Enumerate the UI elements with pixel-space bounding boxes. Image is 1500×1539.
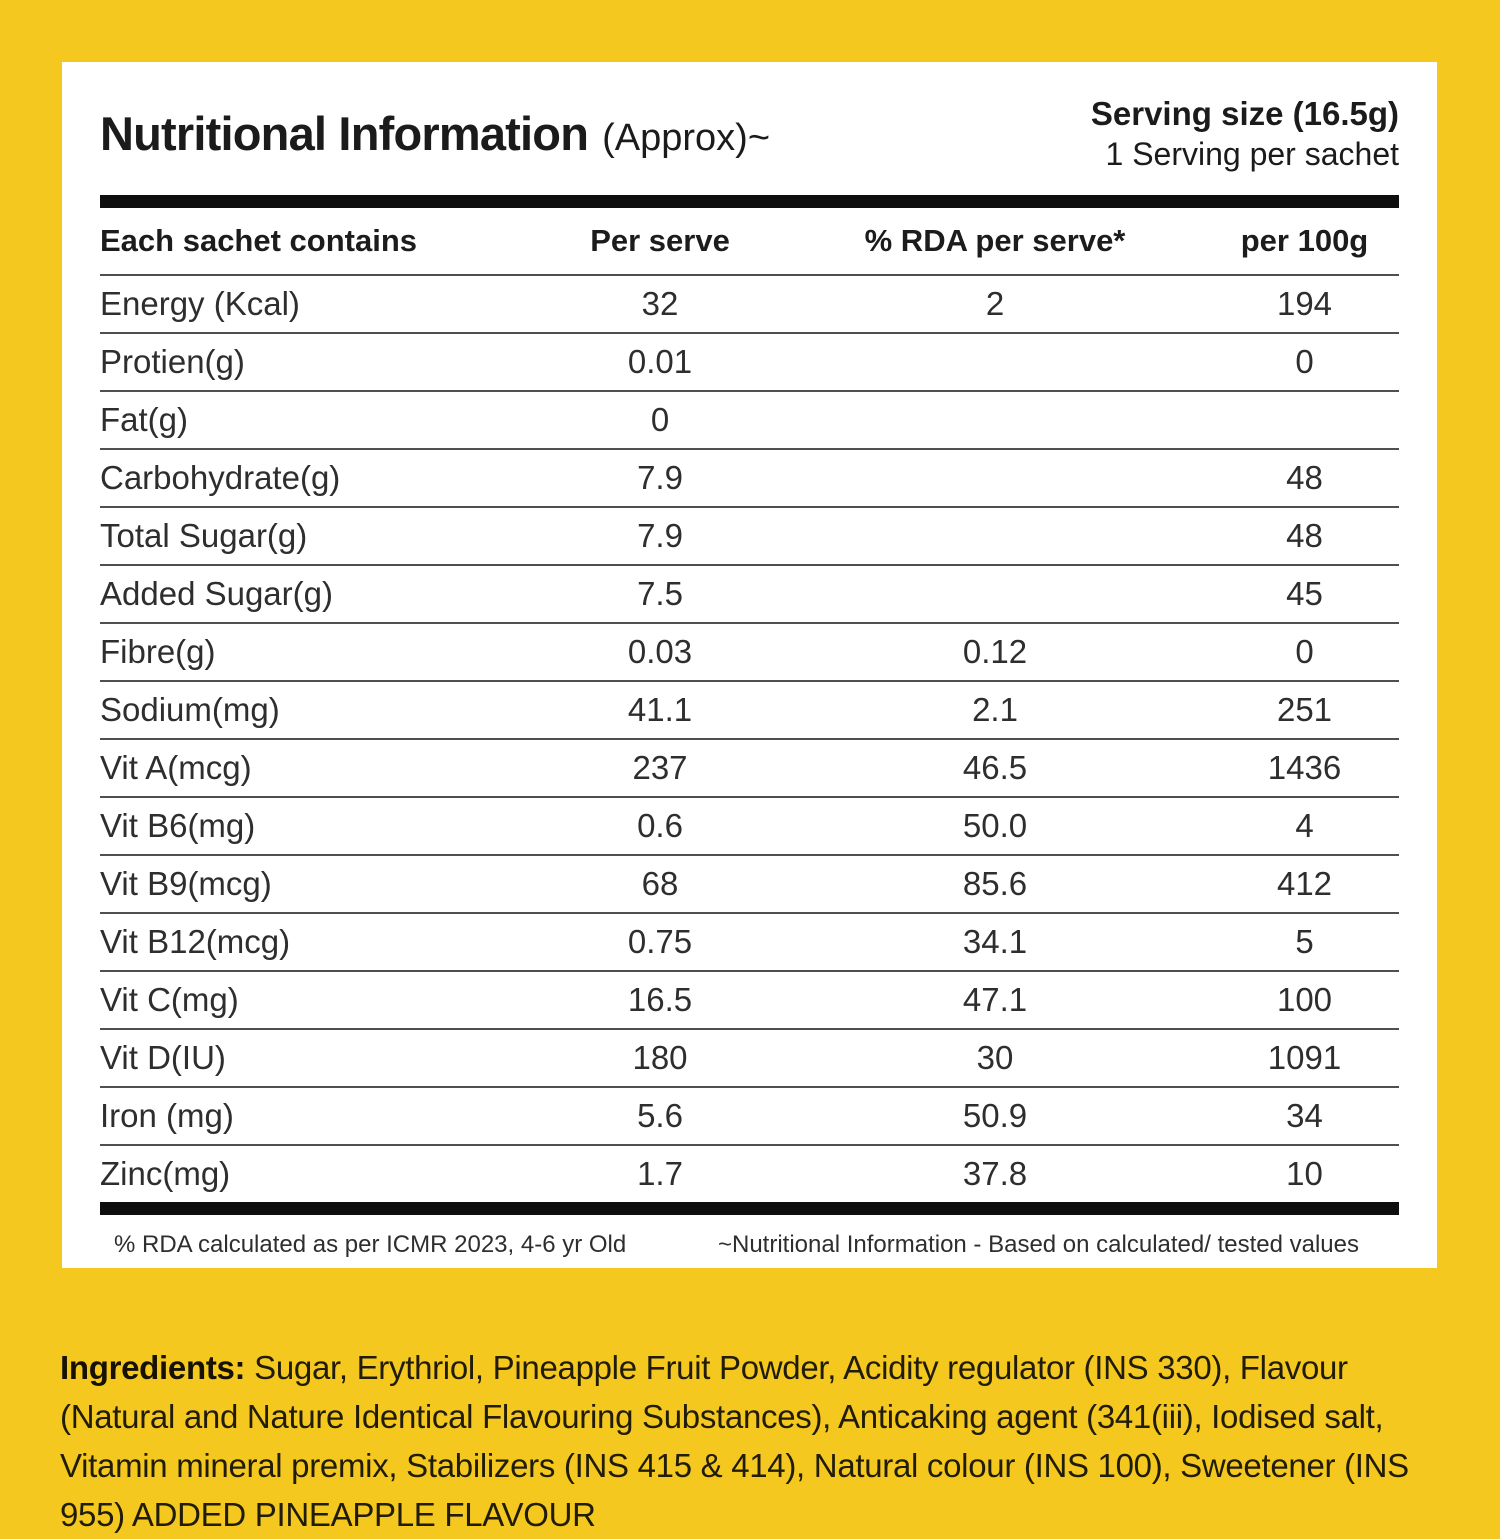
nutrient-name: Vit B6(mg) bbox=[100, 807, 256, 844]
nutrient-name: Iron (mg) bbox=[100, 1097, 234, 1134]
per-serve-value: 7.9 bbox=[637, 517, 683, 554]
ingredients-paragraph: Ingredients: Sugar, Erythriol, Pineapple… bbox=[60, 1343, 1460, 1539]
table-row: Carbohydrate(g) 7.9 48 bbox=[100, 448, 1399, 506]
table-row: Vit D(IU) 180 30 1091 bbox=[100, 1028, 1399, 1086]
per-serve-value: 237 bbox=[632, 749, 688, 786]
per-serve-value: 0.75 bbox=[627, 923, 693, 960]
per-100g-value: 100 bbox=[1276, 981, 1333, 1018]
per-serve-value: 16.5 bbox=[627, 981, 693, 1018]
per-100g-value: 1436 bbox=[1267, 749, 1342, 786]
per-serve-value: 0.6 bbox=[637, 807, 683, 844]
per-serve-value: 41.1 bbox=[627, 691, 693, 728]
per-serve-value: 32 bbox=[641, 285, 679, 322]
nutrient-name: Vit A(mcg) bbox=[100, 749, 252, 786]
per-serve-value: 7.5 bbox=[637, 575, 683, 612]
table-column-headers: Each sachet contains Per serve % RDA per… bbox=[100, 208, 1399, 274]
nutrient-name: Protien(g) bbox=[100, 343, 245, 380]
per-100g-value: 412 bbox=[1276, 865, 1333, 902]
per-serve-value: 0 bbox=[650, 401, 670, 438]
per-100g-value: 45 bbox=[1286, 575, 1323, 612]
rda-percent-value: 0.12 bbox=[962, 633, 1028, 670]
ingredients-label: Ingredients: bbox=[60, 1349, 246, 1386]
rda-percent-value: 50.9 bbox=[962, 1097, 1028, 1134]
per-100g-value: 34 bbox=[1286, 1097, 1323, 1134]
nutrition-label-card: Nutritional Information (Approx)~ Servin… bbox=[62, 62, 1437, 1268]
table-row: Energy (Kcal) 32 2 194 bbox=[100, 274, 1399, 332]
table-row: Vit C(mg) 16.5 47.1 100 bbox=[100, 970, 1399, 1028]
nutrient-name: Zinc(mg) bbox=[100, 1155, 231, 1192]
per-100g-value: 194 bbox=[1276, 285, 1333, 322]
rda-percent-value: 37.8 bbox=[962, 1155, 1028, 1192]
table-row: Vit B12(mcg) 0.75 34.1 5 bbox=[100, 912, 1399, 970]
table-row: Added Sugar(g) 7.5 45 bbox=[100, 564, 1399, 622]
per-100g-value: 4 bbox=[1295, 807, 1314, 844]
table-top-rule bbox=[100, 195, 1399, 208]
table-row: Iron (mg) 5.6 50.9 34 bbox=[100, 1086, 1399, 1144]
nutrient-name: Total Sugar(g) bbox=[100, 517, 308, 554]
rda-percent-value: 30 bbox=[976, 1039, 1014, 1076]
column-header-per-serve: Per serve bbox=[590, 223, 730, 258]
table-row: Vit B9(mcg) 68 85.6 412 bbox=[100, 854, 1399, 912]
table-row: Sodium(mg) 41.1 2.1 251 bbox=[100, 680, 1399, 738]
per-100g-value: 1091 bbox=[1267, 1039, 1342, 1076]
table-row: Total Sugar(g) 7.9 48 bbox=[100, 506, 1399, 564]
nutrient-name: Fibre(g) bbox=[100, 633, 216, 670]
per-serve-value: 0.01 bbox=[627, 343, 693, 380]
table-row: Vit A(mcg) 237 46.5 1436 bbox=[100, 738, 1399, 796]
nutrient-name: Fat(g) bbox=[100, 401, 189, 438]
table-bottom-rule bbox=[100, 1202, 1399, 1215]
nutrient-name: Vit D(IU) bbox=[100, 1039, 226, 1076]
per-serve-value: 7.9 bbox=[637, 459, 683, 496]
per-100g-value: 5 bbox=[1295, 923, 1314, 960]
footnote-rda: % RDA calculated as per ICMR 2023, 4-6 y… bbox=[114, 1231, 627, 1258]
table-row: Protien(g) 0.01 0 bbox=[100, 332, 1399, 390]
nutrient-name: Vit B12(mcg) bbox=[100, 923, 291, 960]
footnote-values: ~Nutritional Information - Based on calc… bbox=[717, 1231, 1359, 1258]
column-header-sachet: Each sachet contains bbox=[100, 223, 418, 258]
per-100g-value: 251 bbox=[1276, 691, 1333, 728]
nutrient-name: Added Sugar(g) bbox=[100, 575, 333, 612]
per-100g-value: 10 bbox=[1286, 1155, 1323, 1192]
table-body: Energy (Kcal) 32 2 194 Protien(g) 0.01 0… bbox=[100, 274, 1399, 1202]
per-serve-value: 68 bbox=[641, 865, 679, 902]
rda-percent-value: 46.5 bbox=[962, 749, 1028, 786]
per-serve-value: 180 bbox=[632, 1039, 688, 1076]
rda-percent-value: 47.1 bbox=[962, 981, 1028, 1018]
table-row: Vit B6(mg) 0.6 50.0 4 bbox=[100, 796, 1399, 854]
per-100g-value: 0 bbox=[1295, 633, 1314, 670]
column-header-rda: % RDA per serve* bbox=[864, 223, 1126, 258]
rda-percent-value: 50.0 bbox=[962, 807, 1028, 844]
per-serve-value: 0.03 bbox=[627, 633, 693, 670]
rda-percent-value: 34.1 bbox=[962, 923, 1028, 960]
column-header-per-100g: per 100g bbox=[1240, 223, 1369, 258]
page-title-suffix: (Approx)~ bbox=[602, 117, 771, 159]
page-title: Nutritional Information bbox=[100, 107, 589, 160]
per-100g-value: 48 bbox=[1286, 517, 1323, 554]
table-row: Fibre(g) 0.03 0.12 0 bbox=[100, 622, 1399, 680]
serving-note-text: 1 Serving per sachet bbox=[1105, 135, 1400, 172]
nutrient-name: Sodium(mg) bbox=[100, 691, 280, 728]
rda-percent-value: 85.6 bbox=[962, 865, 1028, 902]
nutrient-name: Energy (Kcal) bbox=[100, 285, 300, 322]
per-100g-value: 48 bbox=[1286, 459, 1323, 496]
nutrient-name: Carbohydrate(g) bbox=[100, 459, 341, 496]
title-block: Nutritional Information (Approx)~ bbox=[100, 106, 770, 161]
per-serve-value: 1.7 bbox=[637, 1155, 683, 1192]
rda-percent-value: 2.1 bbox=[972, 691, 1018, 728]
ingredients-text: Sugar, Erythriol, Pineapple Fruit Powder… bbox=[60, 1349, 1409, 1533]
footnotes: % RDA calculated as per ICMR 2023, 4-6 y… bbox=[100, 1215, 1399, 1259]
label-header: Nutritional Information (Approx)~ Servin… bbox=[100, 62, 1399, 195]
serving-block: Serving size (16.5g) 1 Serving per sache… bbox=[1091, 95, 1399, 173]
table-row: Zinc(mg) 1.7 37.8 10 bbox=[100, 1144, 1399, 1202]
nutrient-name: Vit B9(mcg) bbox=[100, 865, 272, 902]
table-row: Fat(g) 0 bbox=[100, 390, 1399, 448]
per-serve-value: 5.6 bbox=[637, 1097, 683, 1134]
rda-percent-value: 2 bbox=[985, 285, 1005, 322]
per-100g-value: 0 bbox=[1295, 343, 1314, 380]
serving-size-text: Serving size (16.5g) bbox=[1090, 94, 1399, 132]
nutrient-name: Vit C(mg) bbox=[100, 981, 239, 1018]
